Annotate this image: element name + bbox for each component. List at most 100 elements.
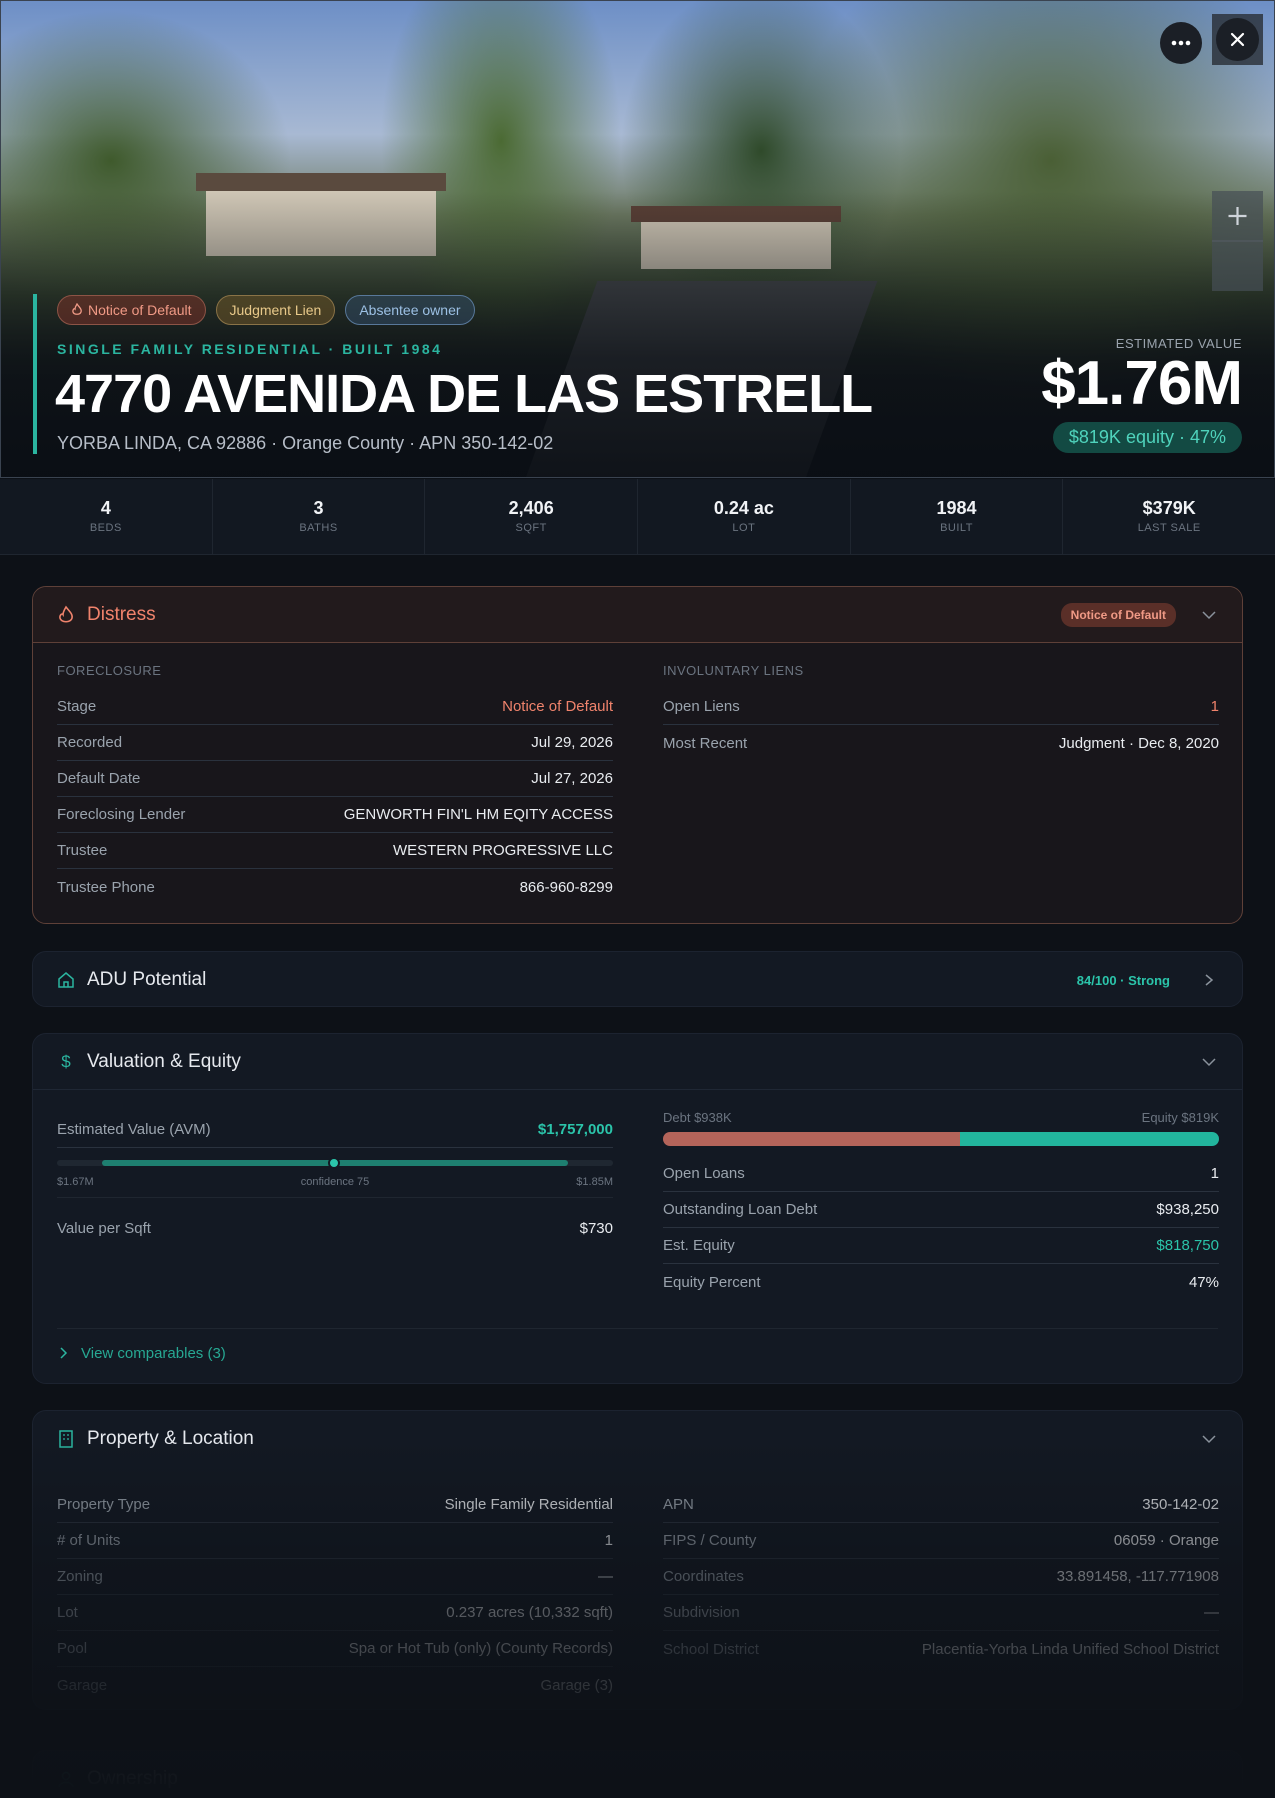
building-icon — [59, 1430, 73, 1448]
stat: 1984 BUILT — [851, 479, 1064, 554]
row-value: $1,757,000 — [537, 1121, 613, 1138]
detail-row: Zoning — — [57, 1559, 613, 1595]
stat: 0.24 ac LOT — [638, 479, 851, 554]
detail-list: APN 350-142-02 FIPS / County 06059 · Orange… — [663, 1487, 1219, 1667]
row-value: 47% — [1188, 1273, 1219, 1291]
badge: Absentee owner — [345, 295, 475, 325]
row-value: $730 — [579, 1219, 613, 1237]
range-marker — [328, 1157, 340, 1169]
comparables-link[interactable]: View comparables (3) — [57, 1328, 1218, 1362]
accent-bar — [33, 294, 37, 454]
value-label: ESTIMATED VALUE — [1115, 336, 1242, 351]
stat-label: SQFT — [515, 522, 547, 534]
avm-column: Estimated Value (AVM) $1,757,000 $1.67M c… — [57, 1112, 613, 1258]
liens-column: INVOLUNTARY LIENS Open Liens 1 Most Recent… — [663, 663, 1219, 761]
zoom-control — [1212, 191, 1263, 291]
chevron-down — [1202, 1435, 1216, 1444]
row-label: School District — [663, 1640, 759, 1658]
row-label: Property Type — [57, 1496, 151, 1513]
detail-row: Most Recent Judgment · Dec 8, 2020 — [663, 725, 1219, 761]
stat: $379K LAST SALE — [1063, 479, 1275, 554]
row-value: Jul 27, 2026 — [531, 770, 613, 787]
row-label: Pool — [57, 1640, 88, 1657]
card-header[interactable]: Distress Notice of Default — [33, 587, 1242, 643]
row-value: $818,750 — [1156, 1237, 1219, 1254]
detail-row: Foreclosing Lender GENWORTH FIN'L HM EQIT… — [57, 797, 613, 833]
detail-row: Recorded Jul 29, 2026 — [57, 725, 613, 761]
row-label: Lot — [57, 1604, 78, 1621]
stat: 4 BEDS — [0, 479, 213, 554]
property-subtitle: SINGLE FAMILY RESIDENTIAL · BUILT 1984 — [57, 341, 443, 357]
row-label: Recorded — [57, 734, 123, 751]
detail-row: Lot 0.237 acres (10,332 sqft) — [57, 1595, 613, 1631]
card-title: ADU Potential — [87, 969, 207, 990]
home-icon — [58, 972, 74, 988]
row-value: 0.237 acres (10,332 sqft) — [446, 1604, 613, 1621]
stat-label: BEDS — [89, 522, 122, 534]
confidence-range: $1.67M confidence 75 $1.85M — [57, 1148, 613, 1198]
row-value: 1 — [1210, 1165, 1219, 1182]
row-value: Single Family Residential — [444, 1496, 613, 1513]
detail-list: Stage Notice of Default Recorded Jul 29, 20… — [57, 689, 613, 905]
column-heading: INVOLUNTARY LIENS — [663, 663, 804, 678]
detail-list: Open Liens 1 Most Recent Judgment · Dec 8, … — [663, 689, 1219, 761]
status-badge: Notice of Default — [1060, 602, 1176, 627]
detail-list: Open Loans 1 Outstanding Loan Debt $938,250… — [663, 1156, 1219, 1300]
row-label: Trustee — [57, 842, 108, 859]
card-title: Distress — [87, 603, 156, 625]
row-value: — — [598, 1568, 613, 1585]
detail-row: FIPS / County 06059 · Orange — [663, 1523, 1219, 1559]
property-title: 4770 AVENIDA DE LAS ESTRELL — [55, 364, 873, 424]
row-value: 1 — [604, 1532, 613, 1549]
row-label: Stage — [57, 698, 97, 715]
row-value: Notice of Default — [502, 698, 613, 715]
row-value: 350-142-02 — [1142, 1496, 1219, 1513]
row-label: FIPS / County — [663, 1532, 757, 1549]
chevron-right — [1205, 974, 1214, 986]
stat-label: BATHS — [299, 522, 338, 534]
row-value: $938,250 — [1156, 1201, 1219, 1218]
detail-row: Open Liens 1 — [663, 689, 1219, 725]
detail-row: Stage Notice of Default — [57, 689, 613, 725]
row-label: Subdivision — [663, 1604, 740, 1621]
stat: 3 BATHS — [213, 479, 426, 554]
range-low: $1.67M — [57, 1176, 94, 1188]
row-label: Trustee Phone — [57, 878, 155, 896]
row-label: Open Loans — [663, 1165, 745, 1182]
stat-value: 4 — [100, 498, 111, 518]
detail-row: # of Units 1 — [57, 1523, 613, 1559]
badge-text: Notice of Default — [88, 302, 192, 318]
card-header[interactable]: $ Valuation & Equity — [33, 1034, 1242, 1090]
close-button[interactable] — [1216, 18, 1259, 61]
stat: 2,406 SQFT — [425, 479, 639, 554]
equity-pill: $819K equity · 47% — [1052, 422, 1242, 453]
row-value: 33.891458, -117.771908 — [1056, 1568, 1219, 1585]
card-header[interactable]: Property & Location — [33, 1411, 1242, 1467]
row-value: Spa or Hot Tub (only) (County Records) — [348, 1640, 613, 1657]
link-text: View comparables (3) — [81, 1345, 226, 1362]
detail-row: Subdivision — — [663, 1595, 1219, 1631]
card-title: Ownership — [87, 1768, 178, 1789]
zoom-icons — [1212, 207, 1263, 242]
row-label: Garage — [57, 1676, 108, 1694]
debt-segment — [663, 1132, 961, 1146]
column-heading: FORECLOSURE — [57, 663, 162, 678]
row-label: Equity Percent — [663, 1273, 761, 1291]
adu-card[interactable]: ADU Potential 84/100 · Strong — [32, 951, 1243, 1007]
hero-shade — [1, 1, 1274, 477]
equity-segment — [960, 1132, 1219, 1146]
row-value: 866-960-8299 — [519, 878, 613, 896]
card-header[interactable]: Ownership — [33, 1751, 1242, 1798]
property-card: Property & Location Property Type Single … — [32, 1410, 1243, 1710]
detail-row: School District Placentia-Yorba Linda Uni… — [663, 1631, 1219, 1667]
flame-icon — [72, 302, 82, 315]
detail-list: Property Type Single Family Residential # … — [57, 1487, 613, 1703]
adu-score: 84/100 · Strong — [1076, 972, 1170, 988]
stat-label: LAST SALE — [1137, 522, 1201, 534]
close-icon — [1230, 32, 1245, 47]
more-button[interactable] — [1160, 22, 1202, 64]
stat-value: 3 — [313, 498, 324, 518]
stat-value: $379K — [1142, 498, 1196, 518]
